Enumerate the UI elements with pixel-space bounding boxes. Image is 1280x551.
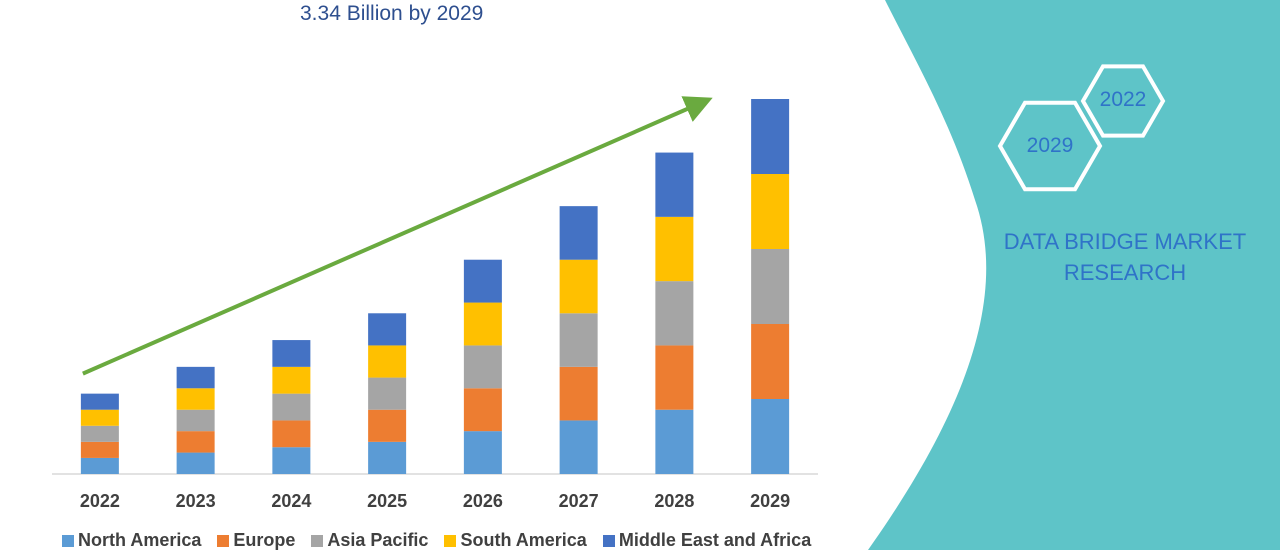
bar-segment-2028-0: [655, 409, 694, 474]
bar-segment-2023-0: [176, 452, 215, 474]
hex-label-2029: 2029: [1026, 134, 1074, 157]
bar-segment-2025-3: [368, 345, 407, 378]
teal-side-panel: [868, 0, 1280, 550]
bar-segment-2024-2: [272, 393, 311, 421]
bar-segment-2022-2: [80, 425, 119, 442]
bar-segment-2022-4: [80, 393, 119, 410]
bar-segment-2023-4: [176, 366, 215, 389]
bar-segment-2025-4: [368, 313, 407, 346]
legend-swatch: [602, 534, 615, 547]
x-tick-label: 2026: [463, 491, 503, 511]
trend-arrow: [82, 96, 713, 376]
bar-segment-2029-0: [751, 399, 790, 474]
legend-label: Asia Pacific: [327, 530, 429, 550]
legend-swatch: [444, 534, 457, 547]
chart-legend: North America Europe Asia Pacific South Ame…: [62, 530, 812, 551]
bar-segment-2028-3: [655, 216, 694, 282]
x-tick-label: 2027: [559, 491, 599, 511]
hexagon-2022-icon: [1080, 64, 1166, 138]
bar-segment-2023-2: [176, 409, 215, 432]
bar-segment-2026-3: [463, 302, 502, 346]
bar-segment-2022-0: [80, 457, 119, 474]
legend-swatch: [217, 534, 230, 547]
bar-segment-2027-1: [559, 366, 598, 421]
legend-label: South America: [460, 530, 587, 550]
legend-label: Europe: [233, 530, 296, 550]
x-tick-label: 2025: [367, 491, 407, 511]
bar-segment-2026-4: [463, 259, 502, 303]
bar-segment-2029-2: [751, 249, 790, 324]
bar-segment-2027-0: [559, 420, 598, 474]
bar-segment-2027-3: [559, 259, 598, 314]
hex-label-2022: 2022: [1099, 88, 1147, 111]
bar-segment-2022-1: [80, 441, 119, 458]
bar-segment-2022-3: [80, 409, 119, 426]
bar-segment-2024-3: [272, 366, 311, 394]
bar-segment-2026-0: [463, 431, 502, 474]
x-tick-label: 2028: [654, 491, 694, 511]
brand-title-line1: DATA BRIDGE MARKET: [1003, 229, 1247, 254]
bar-segment-2025-1: [368, 409, 407, 442]
bar-segment-2023-1: [176, 431, 215, 453]
brand-title: DATA BRIDGE MARKET RESEARCH: [985, 226, 1265, 288]
bar-segment-2028-1: [655, 345, 694, 410]
x-tick-label: 2029: [750, 491, 790, 511]
bar-segment-2029-4: [751, 99, 790, 174]
hexagon-2029-icon: [997, 100, 1103, 192]
bar-segment-2027-2: [559, 313, 598, 367]
legend-item: South America: [444, 530, 587, 551]
legend-label: Middle East and Africa: [618, 530, 812, 550]
bar-segment-2023-3: [176, 388, 215, 410]
legend-item: Europe: [217, 530, 295, 551]
legend-swatch: [62, 534, 74, 547]
bar-segment-2029-1: [751, 324, 790, 399]
legend-item: Asia Pacific: [311, 530, 428, 551]
bar-segment-2026-2: [463, 345, 502, 389]
bar-segment-2029-3: [751, 174, 790, 249]
bar-segment-2028-4: [655, 152, 694, 217]
x-tick-label: 2023: [176, 491, 216, 511]
legend-swatch: [311, 534, 324, 547]
legend-item: Middle East and Africa: [602, 530, 812, 551]
bar-segment-2024-0: [272, 447, 311, 474]
bar-segment-2027-4: [559, 206, 598, 260]
legend-item: North America: [62, 530, 201, 551]
bar-segment-2028-2: [655, 281, 694, 346]
legend-label: North America: [78, 530, 202, 550]
bar-segment-2026-1: [463, 388, 502, 432]
x-tick-label: 2022: [80, 491, 120, 511]
headline-text: 3.34 Billion by 2029: [300, 2, 484, 25]
x-tick-label: 2024: [271, 491, 311, 511]
brand-title-line2: RESEARCH: [1063, 260, 1187, 285]
bar-segment-2024-1: [272, 420, 311, 448]
bar-segment-2025-0: [368, 441, 407, 474]
bar-segment-2025-2: [368, 377, 407, 410]
bar-segment-2024-4: [272, 340, 311, 367]
